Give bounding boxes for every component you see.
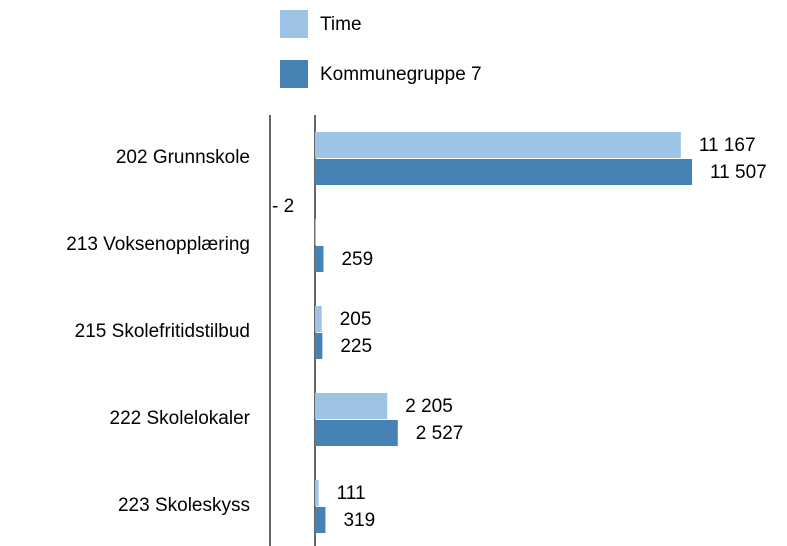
bar [315,159,692,185]
value-label: 259 [341,249,373,270]
bar [315,393,388,419]
value-label: 11 167 [699,135,756,156]
legend-label: Time [320,14,362,35]
legend-swatch [280,10,308,38]
value-label: 225 [340,336,372,357]
bar [314,219,316,245]
legend-swatch [280,60,308,88]
bar [315,333,323,359]
value-label: 2 205 [405,396,453,417]
category-label: 215 Skolefritidstilbud [75,321,250,342]
bar [315,246,324,272]
legend-label: Kommunegruppe 7 [320,64,482,85]
category-label: 223 Skoleskyss [118,495,250,516]
value-label: 319 [343,510,375,531]
category-label: 213 Voksenopplæring [66,234,250,255]
value-label: 11 507 [710,162,767,183]
bar [315,420,398,446]
bar [315,480,319,506]
value-label: - 2 [272,196,294,217]
bar [315,507,326,533]
value-label: 2 527 [416,423,464,444]
bar [315,132,681,158]
value-label: 111 [337,483,366,504]
category-label: 202 Grunnskole [116,147,250,168]
bar [315,306,322,332]
category-label: 222 Skolelokaler [110,408,251,429]
value-label: 205 [340,309,372,330]
